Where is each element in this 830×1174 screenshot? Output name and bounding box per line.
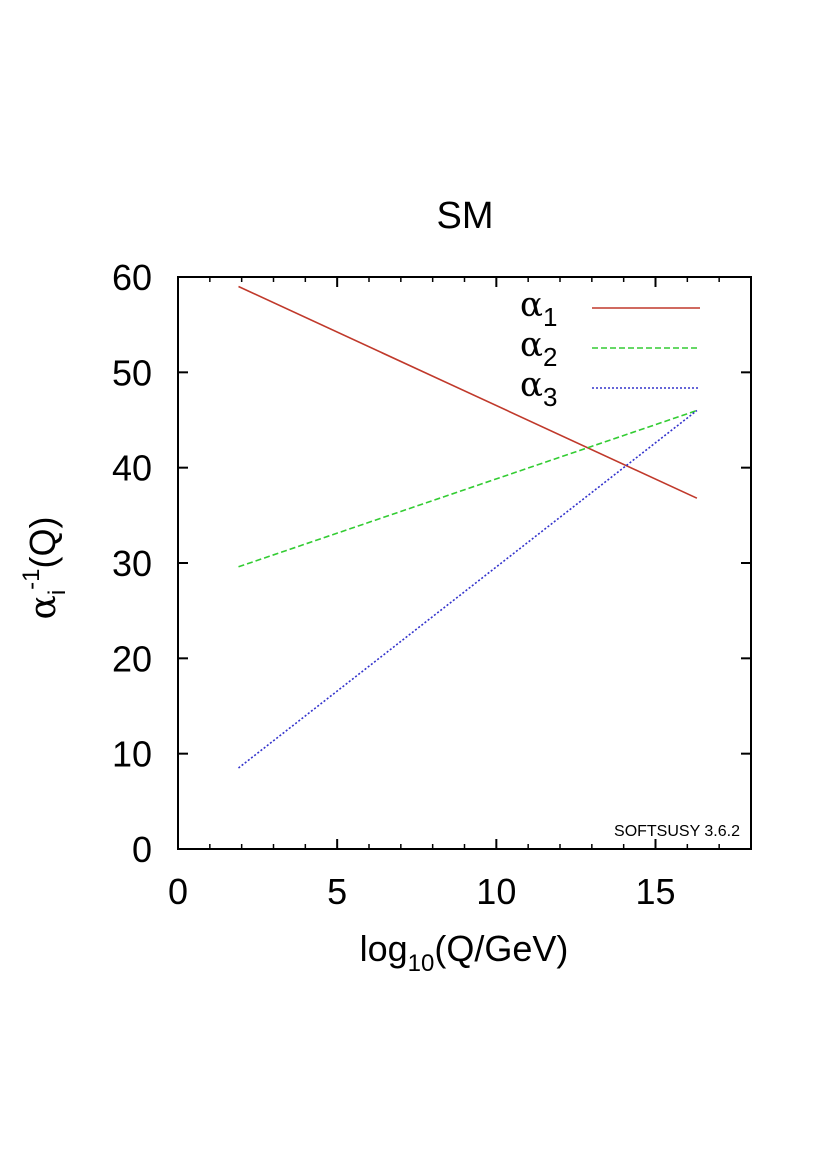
legend-label-alpha1: α1 bbox=[520, 285, 557, 332]
series-lines bbox=[238, 285, 698, 769]
x-axis-label-sub: 10 bbox=[408, 950, 435, 977]
x-tick-label: 10 bbox=[476, 871, 516, 912]
x-axis-label-rest: (Q/GeV) bbox=[434, 928, 568, 969]
y-tick-label: 10 bbox=[112, 734, 152, 775]
x-tick-label: 15 bbox=[635, 871, 675, 912]
legend-label-alpha2: α2 bbox=[520, 325, 557, 372]
y-tick-label: 20 bbox=[112, 638, 152, 679]
softsusy-annotation: SOFTSUSY 3.6.2 bbox=[614, 823, 740, 840]
y-tick-label: 40 bbox=[112, 448, 152, 489]
y-axis-label-sup: -1 bbox=[18, 568, 45, 589]
legend-label-alpha3: α3 bbox=[520, 365, 557, 412]
y-tick-label: 0 bbox=[132, 829, 152, 870]
y-axis-label-alpha: α bbox=[23, 595, 64, 619]
y-tick-label: 60 bbox=[112, 257, 152, 298]
axes: 0 10 20 30 40 50 60 0 5 10 15 bbox=[112, 257, 751, 912]
x-tick-label: 5 bbox=[327, 871, 347, 912]
x-axis-label-main: log bbox=[360, 928, 408, 969]
x-axis-label: log10(Q/GeV) bbox=[360, 928, 569, 977]
y-axis-label-rest: (Q) bbox=[22, 517, 63, 569]
x-tick-label: 0 bbox=[168, 871, 188, 912]
y-tick-label: 30 bbox=[112, 543, 152, 584]
series-line-alpha2 bbox=[238, 409, 698, 568]
y-axis-label: αi-1(Q) bbox=[18, 517, 71, 620]
y-axis-label-sub: i bbox=[44, 590, 71, 595]
plot-frame bbox=[177, 276, 752, 850]
chart-title: SM bbox=[437, 195, 494, 237]
y-tick-label: 50 bbox=[112, 352, 152, 393]
series-line-alpha1 bbox=[238, 285, 698, 499]
series-line-alpha3 bbox=[238, 409, 698, 769]
